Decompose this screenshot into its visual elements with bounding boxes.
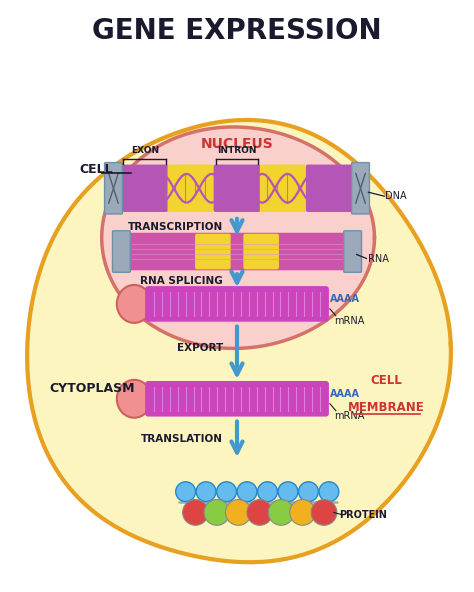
- FancyBboxPatch shape: [121, 165, 168, 212]
- Text: MEMBRANE: MEMBRANE: [348, 401, 425, 414]
- Text: NUCLEUS: NUCLEUS: [201, 137, 273, 151]
- FancyBboxPatch shape: [105, 163, 122, 214]
- Text: INTRON: INTRON: [217, 146, 257, 155]
- Text: PROTEIN: PROTEIN: [339, 510, 387, 520]
- Text: AAAA: AAAA: [330, 389, 360, 399]
- Circle shape: [299, 482, 319, 501]
- Circle shape: [237, 482, 257, 501]
- FancyBboxPatch shape: [344, 231, 362, 272]
- Circle shape: [278, 482, 298, 501]
- Text: mRNA: mRNA: [334, 411, 364, 421]
- Circle shape: [290, 500, 315, 525]
- Text: TRANSCRIPTION: TRANSCRIPTION: [128, 223, 223, 232]
- Polygon shape: [102, 127, 374, 349]
- FancyBboxPatch shape: [145, 381, 329, 417]
- Circle shape: [226, 500, 251, 525]
- FancyBboxPatch shape: [352, 163, 369, 214]
- Text: DNA: DNA: [385, 191, 407, 201]
- Text: EXPORT: EXPORT: [177, 343, 223, 353]
- FancyBboxPatch shape: [195, 234, 231, 269]
- Ellipse shape: [117, 380, 152, 418]
- FancyBboxPatch shape: [306, 165, 353, 212]
- FancyBboxPatch shape: [145, 286, 329, 321]
- Text: CYTOPLASM: CYTOPLASM: [49, 382, 135, 395]
- Text: mRNA: mRNA: [334, 316, 364, 326]
- Circle shape: [257, 482, 277, 501]
- Circle shape: [268, 500, 294, 525]
- Circle shape: [196, 482, 216, 501]
- Circle shape: [311, 500, 337, 525]
- Text: CELL: CELL: [80, 163, 113, 176]
- Circle shape: [319, 482, 339, 501]
- FancyBboxPatch shape: [243, 234, 279, 269]
- Text: TRANSLATION: TRANSLATION: [141, 435, 223, 445]
- FancyBboxPatch shape: [214, 165, 260, 212]
- Polygon shape: [27, 120, 451, 562]
- Circle shape: [182, 500, 209, 525]
- FancyBboxPatch shape: [112, 231, 130, 272]
- FancyBboxPatch shape: [124, 233, 350, 271]
- Circle shape: [204, 500, 230, 525]
- FancyBboxPatch shape: [167, 165, 214, 212]
- Text: RNA: RNA: [368, 255, 389, 265]
- Circle shape: [176, 482, 195, 501]
- Text: CELL: CELL: [370, 374, 402, 387]
- Circle shape: [217, 482, 237, 501]
- Ellipse shape: [117, 285, 152, 323]
- Text: AAAA: AAAA: [330, 294, 360, 304]
- FancyBboxPatch shape: [260, 165, 307, 212]
- Circle shape: [247, 500, 273, 525]
- Text: EXON: EXON: [131, 146, 159, 155]
- Text: GENE EXPRESSION: GENE EXPRESSION: [92, 17, 382, 45]
- Text: RNA SPLICING: RNA SPLICING: [140, 276, 223, 286]
